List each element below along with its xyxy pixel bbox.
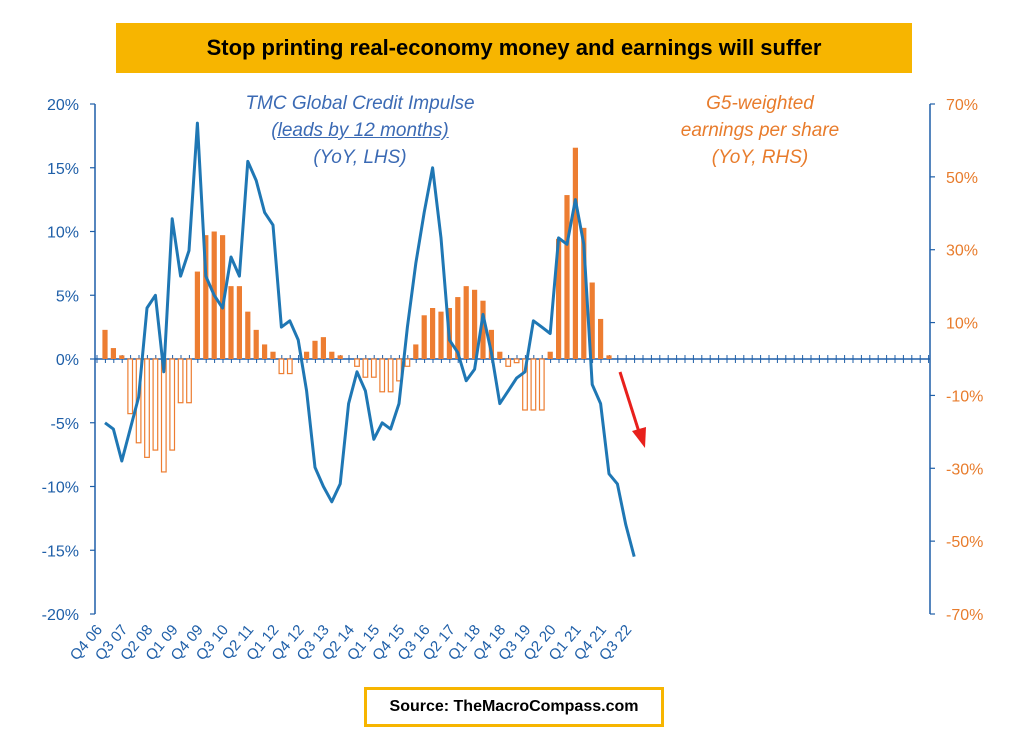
earnings-bar xyxy=(119,355,125,359)
earnings-bar xyxy=(236,286,242,359)
earnings-bar xyxy=(262,344,268,359)
credit-impulse-annotation-line-2: (leads by 12 months) xyxy=(271,120,449,141)
earnings-bar xyxy=(144,358,150,458)
left-axis-tick-label: -15% xyxy=(42,543,79,560)
earnings-bar xyxy=(455,297,461,359)
earnings-bar xyxy=(530,358,537,411)
earnings-bar xyxy=(370,358,377,378)
earnings-bar xyxy=(102,329,108,359)
earnings-bar xyxy=(564,195,570,359)
earnings-annotation: G5-weighted earnings per share (YoY, RHS… xyxy=(630,90,890,171)
right-axis-tick-label: 50% xyxy=(946,170,978,187)
earnings-bar xyxy=(547,351,553,359)
earnings-bar xyxy=(379,358,386,393)
right-axis-tick-label: -70% xyxy=(946,607,983,624)
earnings-bar xyxy=(413,344,419,359)
earnings-bar xyxy=(354,358,360,367)
earnings-bar xyxy=(463,286,469,359)
right-axis-tick-label: -10% xyxy=(946,388,983,405)
credit-impulse-annotation: TMC Global Credit Impulse (leads by 12 m… xyxy=(200,90,520,171)
earnings-bar xyxy=(505,358,512,367)
earnings-bar xyxy=(497,351,503,359)
left-axis-tick-label: 0% xyxy=(56,352,79,369)
earnings-bar xyxy=(606,355,612,359)
earnings-bar xyxy=(538,358,545,411)
earnings-bar xyxy=(245,311,251,359)
earnings-bar xyxy=(589,282,595,359)
chart-title: Stop printing real-economy money and ear… xyxy=(206,35,822,60)
left-axis-tick-label: -5% xyxy=(51,416,79,433)
left-axis-tick-label: -20% xyxy=(42,607,79,624)
left-axis-tick-label: -10% xyxy=(42,480,79,497)
down-arrow-shaft xyxy=(618,371,641,433)
earnings-bar xyxy=(304,351,310,359)
right-axis-tick-label: 70% xyxy=(946,97,978,114)
left-axis-tick-label: 10% xyxy=(47,225,79,242)
earnings-bar xyxy=(421,315,427,359)
earnings-bar xyxy=(253,329,259,359)
earnings-bar xyxy=(362,358,369,378)
earnings-bar xyxy=(438,311,444,359)
earnings-bar xyxy=(286,358,293,375)
earnings-annotation-line-3: (YoY, RHS) xyxy=(711,147,809,168)
earnings-bar xyxy=(203,235,209,359)
left-axis-tick-label: 5% xyxy=(56,288,79,305)
credit-impulse-annotation-line-3: (YoY, LHS) xyxy=(313,147,407,168)
earnings-bar xyxy=(220,235,226,359)
earnings-bar xyxy=(404,358,411,367)
earnings-bar xyxy=(430,308,436,359)
earnings-annotation-line-1: G5-weighted xyxy=(706,93,814,114)
source-box: Source: TheMacroCompass.com xyxy=(364,687,664,727)
earnings-bar xyxy=(152,358,159,451)
left-axis-tick-label: 15% xyxy=(47,161,79,178)
earnings-bar xyxy=(337,355,343,359)
earnings-bar xyxy=(513,358,520,364)
credit-impulse-line xyxy=(104,121,636,557)
earnings-bar xyxy=(312,340,318,359)
earnings-bar xyxy=(160,358,167,473)
right-axis-tick-label: 10% xyxy=(946,316,978,333)
earnings-bar xyxy=(177,358,184,404)
earnings-bar xyxy=(278,358,285,375)
earnings-bar xyxy=(598,318,604,359)
right-axis-tick-label: -30% xyxy=(946,461,983,478)
earnings-bar xyxy=(472,289,478,359)
earnings-bar xyxy=(169,358,176,451)
earnings-bar xyxy=(329,351,335,359)
credit-impulse-annotation-line-1: TMC Global Credit Impulse xyxy=(245,93,475,114)
earnings-annotation-line-2: earnings per share xyxy=(680,120,840,141)
earnings-bar xyxy=(127,358,134,415)
right-axis-tick-label: 30% xyxy=(946,243,978,260)
earnings-bar xyxy=(110,348,116,359)
earnings-bar xyxy=(194,271,200,359)
earnings-bar xyxy=(480,300,486,359)
earnings-bar xyxy=(320,337,326,359)
earnings-bar xyxy=(488,329,494,359)
earnings-bar xyxy=(556,238,562,359)
left-axis-tick-label: 20% xyxy=(47,97,79,114)
earnings-bar xyxy=(186,358,192,404)
right-axis-tick-label: -50% xyxy=(946,534,983,551)
earnings-bar xyxy=(270,351,276,359)
down-arrow-head xyxy=(632,427,646,448)
source-text: Source: TheMacroCompass.com xyxy=(389,698,639,715)
earnings-bar xyxy=(572,147,578,359)
earnings-bar xyxy=(581,227,587,359)
earnings-bar xyxy=(387,358,394,393)
earnings-bar xyxy=(522,358,528,411)
title-banner: Stop printing real-economy money and ear… xyxy=(116,23,912,73)
earnings-bar xyxy=(228,286,234,359)
